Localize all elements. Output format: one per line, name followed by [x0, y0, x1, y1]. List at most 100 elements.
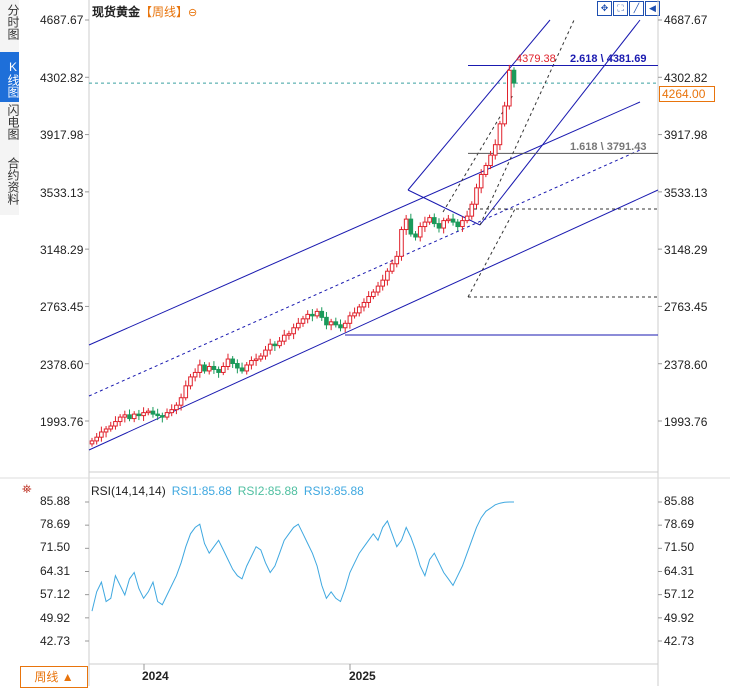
- y-tick-left: 3148.29: [40, 243, 84, 257]
- period-label: 【周线】: [140, 5, 189, 19]
- period-selector[interactable]: 周线 ▲: [20, 666, 88, 688]
- y-tick-right: 3533.13: [664, 186, 708, 200]
- candle-body: [272, 343, 278, 347]
- rsi-y-tick-left: 85.88: [40, 494, 71, 508]
- x-tick-2024: 2024: [142, 669, 169, 683]
- candle-body: [460, 220, 465, 228]
- candle-body: [136, 413, 142, 417]
- candle-body: [183, 385, 189, 399]
- tab-intraday[interactable]: 分时图: [6, 4, 20, 40]
- y-tick-right: 3917.98: [664, 128, 708, 142]
- rsi-y-tick-left: 42.73: [40, 634, 71, 648]
- candle-body: [352, 312, 357, 317]
- candle-body: [188, 376, 193, 387]
- candle-body: [361, 301, 367, 308]
- rsi-y-tick-left: 57.12: [40, 587, 71, 601]
- candle-body: [319, 310, 325, 318]
- candle-body: [380, 279, 386, 287]
- candle-body: [483, 165, 489, 175]
- candle-body: [431, 217, 437, 225]
- crosshair-icon[interactable]: ✥: [597, 1, 612, 16]
- rsi-y-tick-right: 78.69: [664, 517, 695, 531]
- candle-body: [122, 414, 128, 418]
- candle-body: [417, 226, 423, 238]
- candle-body: [296, 322, 301, 329]
- candle-body: [150, 410, 156, 415]
- candle-body: [478, 173, 484, 189]
- candle-body: [258, 355, 264, 360]
- candle-body: [99, 431, 104, 438]
- channel-mid-line: [88, 149, 641, 397]
- candle-body: [263, 349, 268, 357]
- candle-body: [253, 358, 259, 362]
- y-tick-right: 3148.29: [664, 243, 708, 257]
- fork-upper-line: [407, 19, 551, 191]
- candle-body: [141, 412, 146, 417]
- candle-body: [408, 218, 414, 235]
- rsi1-line: [91, 501, 514, 612]
- rsi1-value: RSI1:85.88: [171, 484, 232, 498]
- y-tick-right: 2378.60: [664, 358, 708, 372]
- candle-body: [291, 327, 296, 335]
- candle-body: [239, 367, 245, 372]
- candle-body: [356, 306, 362, 314]
- candle-body: [474, 187, 479, 205]
- candle-body: [347, 315, 353, 324]
- line-tool-icon[interactable]: ╱: [629, 1, 644, 16]
- y-tick-left: 3533.13: [40, 186, 84, 200]
- y-tick-right: 4687.67: [664, 13, 708, 27]
- y-tick-left: 2378.60: [40, 358, 84, 372]
- chart-title: 现货黄金【周线】⊖: [92, 3, 197, 20]
- candle-body: [197, 364, 203, 373]
- candle-body: [366, 296, 371, 303]
- candle-body: [89, 440, 95, 445]
- candle-body: [314, 310, 320, 317]
- candle-body: [497, 123, 503, 146]
- fork-lower-line: [479, 19, 641, 226]
- y-tick-right: 4302.82: [664, 71, 708, 85]
- candle-body: [220, 365, 226, 373]
- candle-body: [385, 270, 390, 281]
- tab-contract-info[interactable]: 合约资料: [6, 157, 20, 205]
- indicator-settings-icon[interactable]: ⛯: [22, 482, 32, 496]
- tab-tick-chart[interactable]: 闪电图: [6, 104, 20, 140]
- channel-upper-line: [88, 101, 641, 346]
- candle-body: [244, 364, 250, 372]
- candle-body: [399, 229, 404, 257]
- candle-body: [446, 218, 451, 222]
- candle-body: [277, 340, 282, 347]
- candle-body: [310, 313, 315, 317]
- candle-body: [403, 218, 409, 231]
- candle-body: [160, 415, 165, 418]
- instrument-name: 现货黄金: [92, 5, 141, 19]
- candle-body: [502, 105, 507, 125]
- candle-body: [441, 220, 446, 229]
- chevron-up-icon: ▲: [61, 670, 74, 684]
- candle-body: [117, 416, 123, 423]
- candle-body: [108, 425, 114, 430]
- rsi-y-tick-left: 64.31: [40, 564, 71, 578]
- rsi-y-tick-right: 71.50: [664, 540, 695, 554]
- candle-body: [94, 436, 99, 442]
- rsi2-value: RSI2:85.88: [237, 484, 298, 498]
- candle-body: [422, 221, 428, 228]
- candle-body: [455, 221, 461, 228]
- tab-kline[interactable]: K线图: [0, 52, 20, 102]
- candle-body: [169, 409, 175, 414]
- fib-high-label: 4379.38: [516, 53, 556, 65]
- zoom-out-icon[interactable]: ⊖: [188, 7, 198, 19]
- candle-body: [488, 154, 493, 167]
- rsi3-value: RSI3:85.88: [303, 484, 364, 498]
- candle-body: [145, 410, 151, 414]
- candle-body: [174, 404, 179, 411]
- candle-body: [492, 144, 498, 156]
- candle-body: [249, 360, 254, 366]
- y-tick-left: 4687.67: [40, 13, 84, 27]
- fib-level-1618-label: 1.618 \ 3791.43: [570, 141, 647, 153]
- rsi-y-tick-right: 42.73: [664, 634, 695, 648]
- expand-icon[interactable]: ⛶: [613, 1, 628, 16]
- y-tick-left: 3917.98: [40, 128, 84, 142]
- candle-body: [300, 318, 306, 324]
- prev-icon[interactable]: ◀: [645, 1, 660, 16]
